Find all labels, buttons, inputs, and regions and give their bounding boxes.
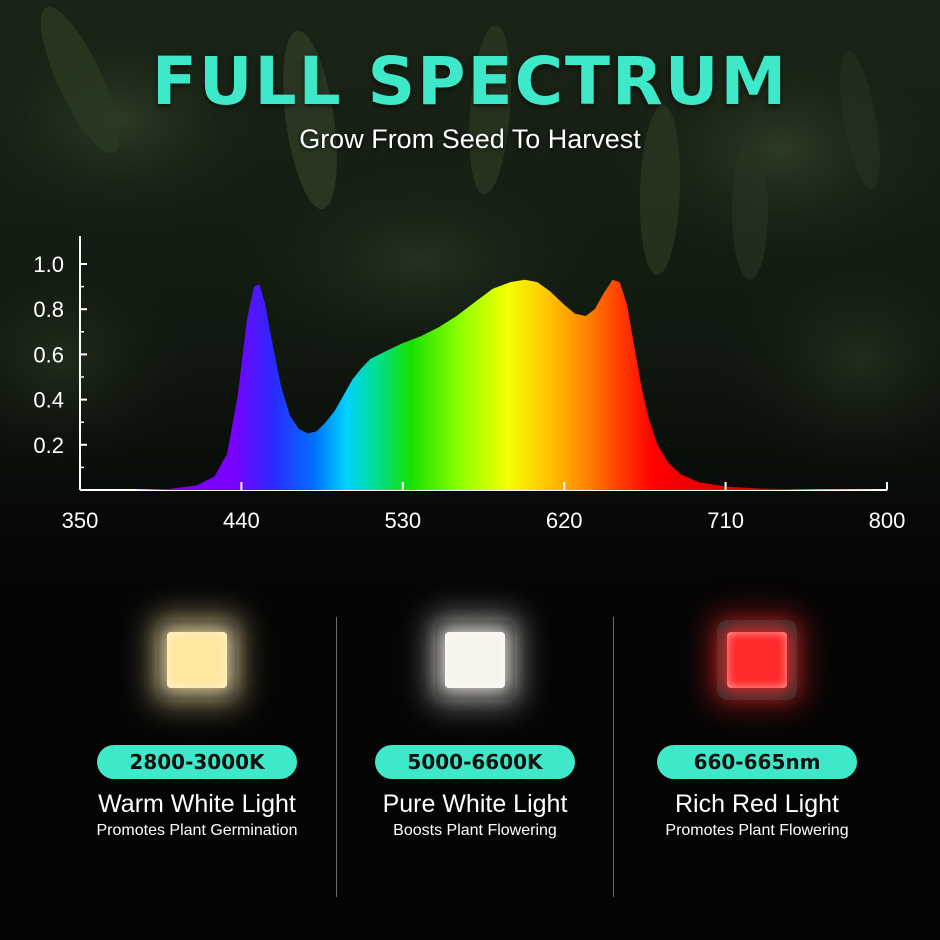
page-title: FULL SPECTRUM [151,43,789,120]
red-led-chip-icon [717,620,797,700]
spectrum-chart: 350 440 530 620 710 800 1.0 0.8 0.6 0.4 0.2 [33,236,905,533]
ticks-layer: 350 440 530 620 710 800 1.0 0.8 0.6 0.4 0.2 [33,252,905,533]
light-type-description: Boosts Plant Flowering [393,822,557,839]
light-type-name: Rich Red Light [675,790,839,818]
color-temperature-badge: 5000-6600K [375,745,575,779]
y-tick-label: 1.0 [33,252,64,277]
pure-white-led-chip-icon [435,620,515,700]
light-type-description: Promotes Plant Flowering [665,822,849,839]
led-card-pure-white: 5000-6600K Pure White Light Boosts Plant… [335,600,615,900]
x-tick-label: 440 [223,508,260,533]
led-chip-core [727,632,787,688]
y-tick-label: 0.4 [33,388,64,413]
led-chip-core [167,632,227,688]
x-tick-label: 620 [546,508,583,533]
column-divider [336,617,337,897]
led-chip-core [445,632,505,688]
led-card-warm-white: 2800-3000K Warm White Light Promotes Pla… [57,600,337,900]
led-card-rich-red: 660-665nm Rich Red Light Promotes Plant … [617,600,897,900]
spectrum-area-series-0 [80,279,887,490]
page-subtitle: Grow From Seed To Harvest [299,124,641,154]
color-temperature-badge: 2800-3000K [97,745,297,779]
light-type-name: Warm White Light [98,790,296,818]
y-tick-label: 0.8 [33,297,64,322]
warm-white-led-chip-icon [157,620,237,700]
light-type-description: Promotes Plant Germination [96,822,298,839]
x-tick-label: 350 [62,508,99,533]
y-tick-label: 0.6 [33,342,64,367]
wavelength-badge: 660-665nm [657,745,857,779]
spectrum-series-layer [80,279,887,490]
y-tick-label: 0.2 [33,433,64,458]
column-divider [613,617,614,897]
x-tick-label: 530 [384,508,421,533]
x-tick-label: 800 [869,508,906,533]
x-tick-label: 710 [707,508,744,533]
light-type-name: Pure White Light [382,790,568,818]
